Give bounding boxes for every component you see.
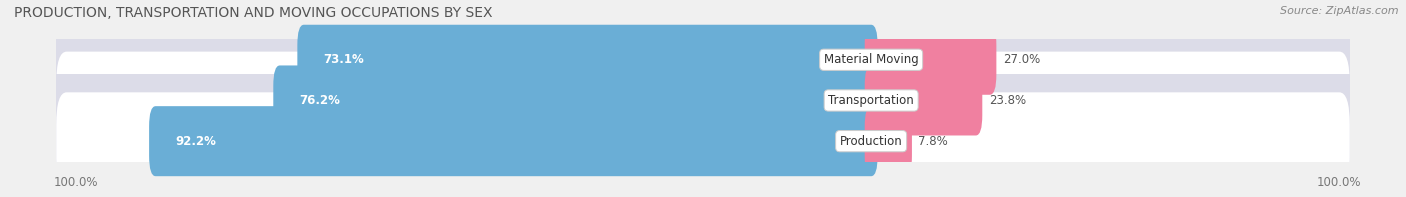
Text: 73.1%: 73.1%	[323, 53, 364, 66]
Text: Material Moving: Material Moving	[824, 53, 918, 66]
FancyBboxPatch shape	[41, 33, 1365, 168]
FancyBboxPatch shape	[41, 74, 1365, 197]
Text: 27.0%: 27.0%	[1002, 53, 1040, 66]
FancyBboxPatch shape	[41, 0, 1365, 127]
FancyBboxPatch shape	[865, 25, 997, 95]
FancyBboxPatch shape	[56, 92, 1350, 190]
FancyBboxPatch shape	[56, 52, 1350, 149]
Text: 23.8%: 23.8%	[988, 94, 1026, 107]
Text: Source: ZipAtlas.com: Source: ZipAtlas.com	[1281, 6, 1399, 16]
FancyBboxPatch shape	[56, 11, 1350, 109]
Text: 7.8%: 7.8%	[918, 135, 948, 148]
FancyBboxPatch shape	[297, 25, 877, 95]
Text: Transportation: Transportation	[828, 94, 914, 107]
FancyBboxPatch shape	[149, 106, 877, 176]
Text: 76.2%: 76.2%	[299, 94, 340, 107]
Text: 100.0%: 100.0%	[53, 176, 98, 189]
Text: 92.2%: 92.2%	[174, 135, 217, 148]
FancyBboxPatch shape	[865, 106, 912, 176]
Text: PRODUCTION, TRANSPORTATION AND MOVING OCCUPATIONS BY SEX: PRODUCTION, TRANSPORTATION AND MOVING OC…	[14, 6, 492, 20]
FancyBboxPatch shape	[865, 65, 983, 136]
Text: Production: Production	[839, 135, 903, 148]
Text: 100.0%: 100.0%	[1316, 176, 1361, 189]
FancyBboxPatch shape	[273, 65, 877, 136]
